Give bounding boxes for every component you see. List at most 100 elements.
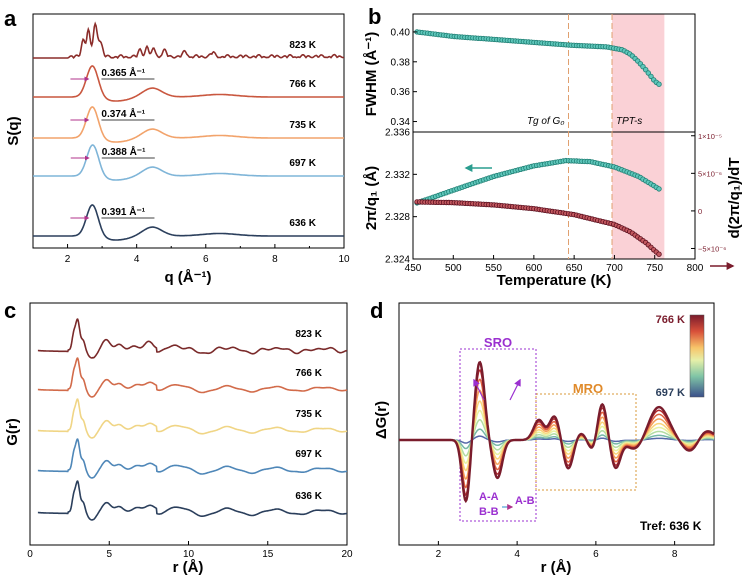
period-y-tick-label: 2.332 — [385, 170, 410, 181]
panel-c: c 636 K 697 K 735 K 766 K 823 K 0 5 10 15 20 r (… — [4, 298, 353, 576]
derivative-ylabel: d(2π/q₁)/dT — [726, 157, 743, 238]
q1-peak-label: 0.388 Å⁻¹ — [102, 145, 146, 158]
x-tick-label: 750 — [646, 263, 663, 274]
fwhm-point — [656, 81, 662, 87]
fwhm-y-tick-label: 0.36 — [391, 87, 411, 98]
panel-a-ylabel: S(q) — [5, 116, 22, 145]
gr-temp-label: 735 K — [295, 409, 322, 420]
sro-arrow-left — [473, 378, 485, 401]
x-tick-label: 800 — [687, 263, 704, 274]
x-tick-label: 20 — [341, 549, 353, 560]
ab-label: A-B — [515, 495, 535, 507]
fwhm-y-tick-label: 0.40 — [391, 27, 411, 38]
period-y-tick-label: 2.324 — [385, 255, 410, 266]
x-tick-label: 700 — [606, 263, 623, 274]
panel-c-letter: c — [4, 298, 16, 323]
x-tick-label: 6 — [203, 254, 209, 265]
panel-d: d 2 4 6 8 SRO MRO A-A B-B A-B Tref: 636 K 7… — [370, 298, 715, 576]
gr-temp-label: 697 K — [295, 449, 322, 460]
temperature-colorbar — [689, 314, 705, 398]
period-ylabel: 2π/q₁ (Å) — [363, 166, 380, 230]
sq-temp-label: 636 K — [289, 218, 316, 229]
sq-curve-636K — [33, 204, 344, 241]
x-tick-label: 2 — [65, 254, 71, 265]
sro-label: SRO — [484, 335, 512, 350]
panel-b-letter: b — [368, 4, 381, 29]
x-tick-label: 450 — [405, 263, 422, 274]
colorbar-bottom-label: 697 K — [656, 387, 685, 399]
tref-label: Tref: 636 K — [640, 519, 702, 533]
fwhm-ylabel: FWHM (Å⁻¹) — [363, 32, 380, 117]
q1-peak-label: 0.365 Å⁻¹ — [101, 66, 145, 79]
mro-label: MRO — [573, 381, 603, 396]
tpt-annotation: TPT-s — [616, 116, 642, 127]
panel-a-ticks: 2 4 6 8 10 — [65, 244, 350, 265]
x-tick-label: 500 — [445, 263, 462, 274]
x-tick-label: 4 — [134, 254, 140, 265]
panel-d-letter: d — [370, 298, 383, 323]
x-tick-label: 4 — [514, 549, 520, 560]
sq-curve-697K — [33, 144, 344, 181]
x-tick-label: 5 — [106, 549, 112, 560]
x-tick-label: 15 — [262, 549, 274, 560]
fwhm-point — [648, 73, 654, 80]
x-tick-label: 8 — [272, 254, 278, 265]
fwhm-point — [645, 70, 651, 76]
panel-a-curves: 636 K 0.391 Å⁻¹ 697 K 0.388 Å⁻¹ 735 K 0.374 Å… — [33, 21, 345, 241]
panel-d-ylabel: ΔG(r) — [373, 401, 390, 439]
x-tick-label: 10 — [183, 549, 195, 560]
sq-curve-735K — [33, 106, 344, 143]
derivative-y-tick-label: −5×10⁻⁶ — [698, 244, 726, 253]
tg-annotation: Tg of G₀ — [527, 116, 565, 127]
panel-b-ticks: 450 500 550 600 650 700 750 800 0.34 0.36 0.38 0.40… — [385, 27, 726, 274]
x-tick-label: 8 — [672, 549, 678, 560]
sq-temp-label: 823 K — [289, 40, 316, 51]
x-tick-label: 550 — [485, 263, 502, 274]
gr-temp-label: 636 K — [295, 491, 322, 502]
panel-b: b 450 500 550 600 650 700 750 800 0.34 0.36 0.38 0.… — [363, 4, 743, 289]
panel-c-ticks: 0 5 10 15 20 — [27, 541, 353, 560]
panel-b-xlabel: Temperature (K) — [497, 272, 612, 289]
derivative-y-tick-label: 5×10⁻⁶ — [698, 169, 722, 178]
dg-curve — [399, 400, 715, 472]
panel-a-xlabel: q (Å⁻¹) — [164, 269, 211, 286]
fwhm-points — [414, 29, 662, 87]
gr-curve-823K — [37, 318, 348, 359]
bb-label: B-B — [479, 506, 499, 518]
aa-label: A-A — [479, 491, 499, 503]
derivative-y-tick-label: 1×10⁻⁵ — [698, 132, 722, 141]
q1-peak-label: 0.391 Å⁻¹ — [101, 205, 145, 218]
x-tick-label: 10 — [338, 254, 350, 265]
period-point — [656, 186, 662, 192]
gr-curve-766K — [37, 357, 348, 398]
phase-transition-shading — [612, 14, 665, 259]
x-tick-label: 6 — [593, 549, 599, 560]
x-tick-label: 600 — [526, 263, 543, 274]
panel-a-frame — [32, 13, 345, 249]
fwhm-y-tick-label: 0.34 — [391, 117, 411, 128]
panel-a-letter: a — [4, 6, 17, 31]
gr-curve-636K — [37, 480, 348, 521]
x-tick-label: 0 — [27, 549, 33, 560]
derivative-point — [656, 251, 662, 257]
sq-curve-823K — [33, 21, 345, 60]
x-tick-label: 2 — [436, 549, 442, 560]
sq-temp-label: 766 K — [289, 79, 316, 90]
sro-arrow-right — [509, 378, 521, 401]
gr-temp-label: 823 K — [295, 329, 322, 340]
gr-curve-735K — [37, 398, 348, 439]
derivative-y-tick-label: 0 — [698, 207, 702, 216]
panel-b-frame — [412, 13, 696, 260]
colorbar-top-label: 766 K — [656, 314, 685, 326]
panel-d-xlabel: r (Å) — [541, 559, 572, 576]
panel-c-curves: 636 K 697 K 735 K 766 K 823 K — [37, 318, 348, 521]
panel-a: a 636 K 0.391 Å⁻¹ 697 K 0.388 Å⁻¹ 735 K 0.374… — [4, 6, 350, 286]
gr-curve-697K — [37, 438, 348, 479]
q1-peak-label: 0.374 Å⁻¹ — [101, 107, 145, 120]
period-y-tick-label: 2.336 — [385, 128, 410, 139]
fwhm-y-tick-label: 0.38 — [391, 57, 411, 68]
gr-temp-label: 766 K — [295, 368, 322, 379]
dg-curve — [399, 360, 715, 504]
panel-d-curves — [399, 360, 715, 504]
